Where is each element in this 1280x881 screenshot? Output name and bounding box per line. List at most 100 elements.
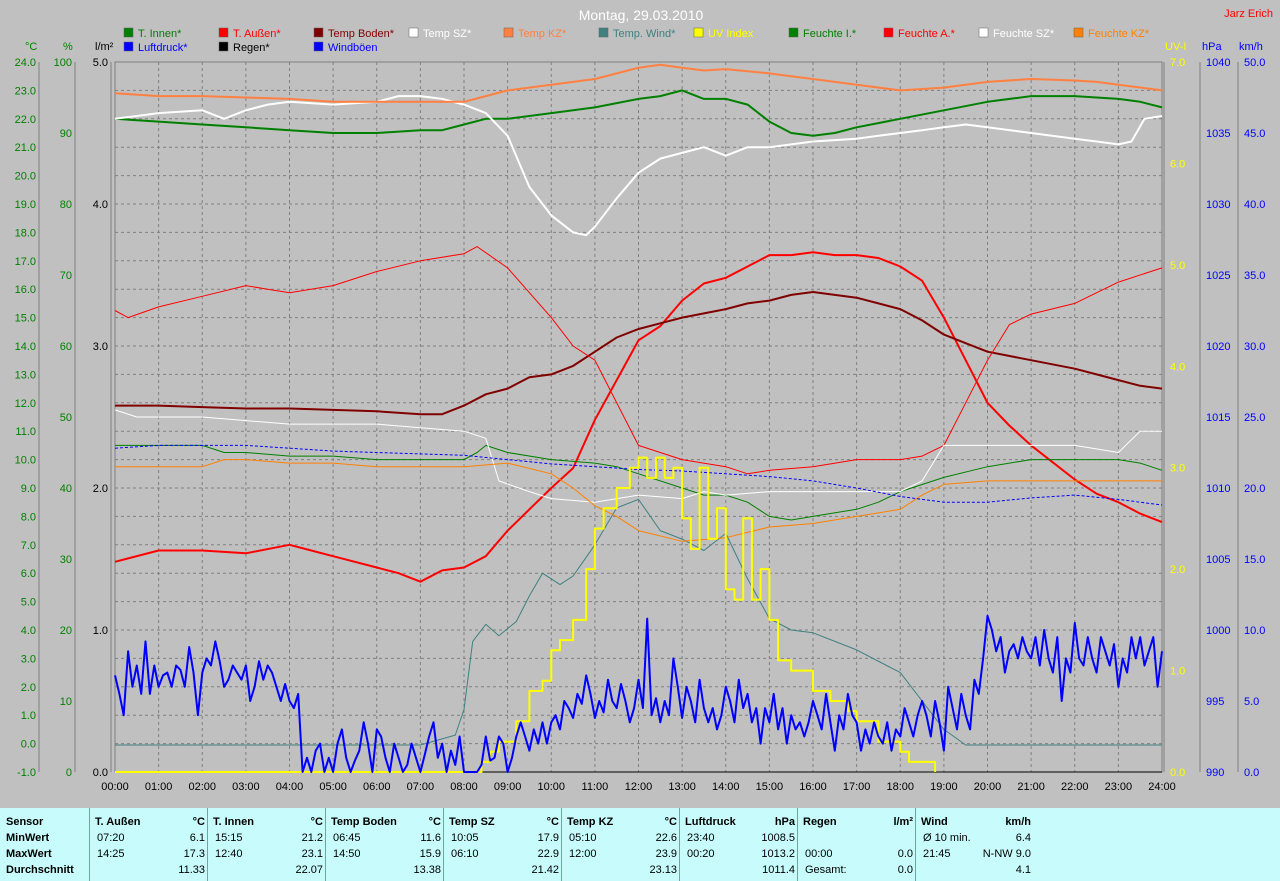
pressure-axis-tick-label: 1015 (1206, 412, 1230, 424)
table-column-header: Regen (803, 816, 837, 828)
wind-axis-tick-label: 15.0 (1244, 554, 1265, 566)
series-feuchte-i (115, 444, 1163, 521)
series-temp-boden (115, 291, 1163, 416)
temp-axis-tick-label: 9.0 (21, 483, 36, 495)
x-tick-label: 05:00 (319, 781, 347, 793)
uv-axis-tick-label: 4.0 (1170, 361, 1185, 373)
x-tick-label: 19:00 (930, 781, 958, 793)
table-column-separator (797, 808, 798, 881)
pressure-axis-tick-label: 1030 (1206, 199, 1230, 211)
series-temp-wind (115, 498, 1162, 746)
table-max-time: 14:25 (97, 848, 125, 860)
table-max-time: 21:45 (923, 848, 951, 860)
table-column-unit: °C (192, 816, 205, 828)
rain-axis-tick-label: 2.0 (93, 483, 108, 495)
rain-axis-unit: l/m² (95, 41, 114, 53)
table-column-header: T. Außen (95, 816, 141, 828)
table-max-time: 00:00 (805, 848, 833, 860)
table-avg-value: 22.07 (295, 864, 323, 876)
table-max-value: 22.9 (537, 848, 559, 860)
uv-axis-tick-label: 0.0 (1170, 767, 1185, 779)
table-column-header: Temp Boden (331, 816, 397, 828)
temp-axis-tick-label: 24.0 (15, 57, 36, 69)
temp-axis-tick-label: -1.0 (17, 767, 36, 779)
temp-axis-tick-label: 11.0 (15, 426, 36, 438)
x-tick-label: 02:00 (188, 781, 216, 793)
series-feuchte-kz (115, 459, 1162, 542)
legend-label: Temp Boden* (328, 28, 395, 40)
table-min-time: 23:40 (687, 832, 715, 844)
table-max-value: 23.9 (655, 848, 677, 860)
table-min-value: 11.6 (420, 832, 441, 844)
wind-axis-tick-label: 5.0 (1244, 696, 1259, 708)
legend-label: Temp. Wind* (613, 28, 676, 40)
legend-swatch (503, 27, 514, 38)
pressure-axis-tick-label: 1005 (1206, 554, 1230, 566)
temp-axis-tick-label: 17.0 (15, 256, 36, 268)
table-column-separator (915, 808, 916, 881)
table-max-time: 14:50 (333, 848, 361, 860)
legend-swatch (978, 27, 989, 38)
series-temp-sz (114, 95, 1163, 237)
legend-swatch (693, 27, 704, 38)
temp-axis-tick-label: 6.0 (21, 568, 36, 580)
table-max-time: 06:10 (451, 848, 479, 860)
table-min-value: 6.1 (189, 832, 205, 844)
x-tick-label: 07:00 (407, 781, 435, 793)
series-feuchte-a (114, 246, 1163, 475)
table-avg-value: 4.1 (1015, 864, 1031, 876)
legend-swatch (883, 27, 894, 38)
table-column-separator (561, 808, 562, 881)
legend-label: Temp SZ* (423, 28, 472, 40)
table-max-value: 23.1 (301, 848, 323, 860)
table-column-unit: °C (310, 816, 323, 828)
x-tick-label: 22:00 (1061, 781, 1089, 793)
legend-label: Feuchte I.* (803, 28, 857, 40)
table-column-unit: °C (546, 816, 559, 828)
humidity-axis-tick-label: 50 (60, 412, 72, 424)
table-avg-value: 21.42 (531, 864, 559, 876)
temp-axis-tick-label: 16.0 (15, 284, 36, 296)
legend-swatch (218, 41, 229, 52)
humidity-axis-tick-label: 60 (60, 341, 72, 353)
table-column-header: T. Innen (213, 816, 254, 828)
x-tick-label: 11:00 (582, 781, 609, 793)
pressure-axis-tick-label: 1020 (1206, 341, 1230, 353)
humidity-axis-tick-label: 40 (60, 483, 72, 495)
table-min-time: 10:05 (451, 832, 479, 844)
temp-axis-tick-label: 21.0 (15, 142, 36, 154)
pressure-axis-tick-label: 1040 (1206, 57, 1230, 69)
table-min-time: 06:45 (333, 832, 361, 844)
table-row-label: MinWert (6, 832, 50, 844)
legend-label: Feuchte SZ* (993, 28, 1055, 40)
table-avg-value: 11.33 (178, 864, 205, 876)
wind-axis-tick-label: 45.0 (1244, 128, 1265, 140)
pressure-axis-tick-label: 1000 (1206, 625, 1230, 637)
pressure-axis-tick-label: 1025 (1206, 270, 1230, 282)
table-column-header: Temp KZ (567, 816, 614, 828)
humidity-axis-tick-label: 30 (60, 554, 72, 566)
table-min-value: 22.6 (655, 832, 677, 844)
temp-axis-tick-label: 5.0 (21, 597, 36, 609)
temp-axis-tick-label: 7.0 (21, 540, 36, 552)
x-tick-label: 04:00 (276, 781, 304, 793)
table-min-value: 17.9 (537, 832, 559, 844)
table-column-separator (679, 808, 680, 881)
pressure-axis-unit: hPa (1202, 41, 1222, 53)
legend-label: Luftdruck* (138, 42, 188, 54)
legend-swatch (1073, 27, 1084, 38)
table-column-unit: l/m² (893, 816, 913, 828)
pressure-axis-tick-label: 990 (1206, 767, 1224, 779)
table-min-value: 6.4 (1015, 832, 1031, 844)
table-row-label: Durchschnitt (6, 864, 74, 876)
table-max-value: 1013.2 (761, 848, 795, 860)
uv-axis-tick-label: 1.0 (1170, 666, 1185, 678)
table-avg-label: Gesamt: (805, 864, 847, 876)
x-tick-label: 06:00 (363, 781, 391, 793)
legend-swatch (313, 41, 324, 52)
humidity-axis-unit: % (63, 41, 73, 53)
wind-axis-tick-label: 0.0 (1244, 767, 1259, 779)
series-uv-index (115, 456, 937, 773)
pressure-axis-tick-label: 1035 (1206, 128, 1230, 140)
temp-axis-tick-label: 4.0 (21, 625, 36, 637)
